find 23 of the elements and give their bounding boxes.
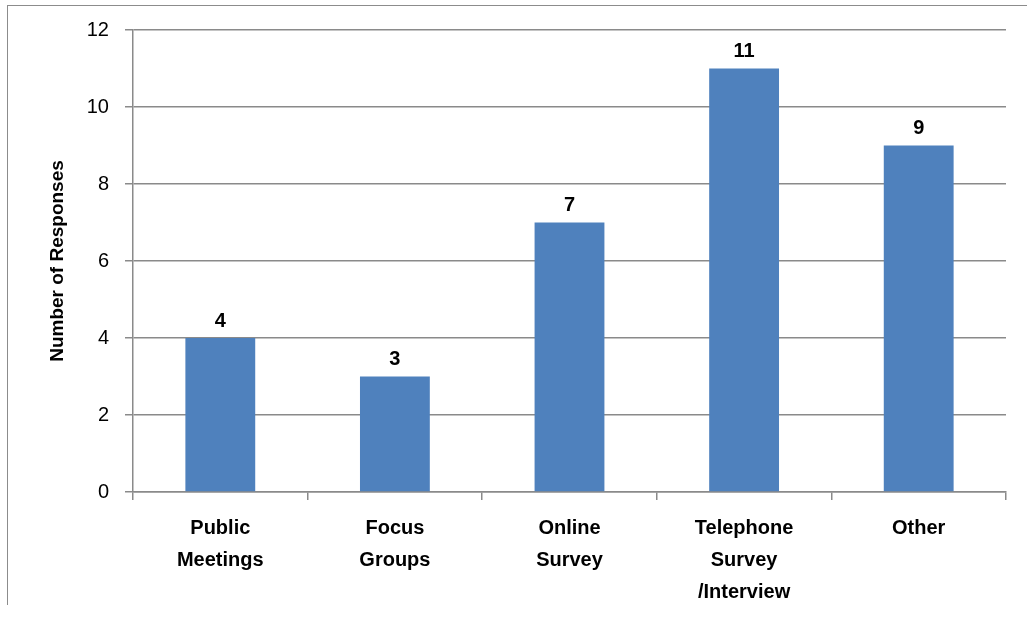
y-tick-label: 4 [97,325,109,348]
data-label: 3 [389,347,401,370]
x-tick-label: Online Survey [536,515,604,570]
data-label: 9 [913,116,925,139]
y-tick-label: 10 [86,94,109,117]
x-tick-label: Other [892,515,946,538]
y-tick-label: 6 [97,248,109,271]
data-label: 7 [563,193,576,216]
x-tick-label: Telephone Survey /Interview [694,515,794,602]
x-tick-label: Focus Groups [359,515,431,570]
bar [534,222,605,492]
y-tick-label: 2 [97,402,109,425]
bar [709,68,780,492]
y-tick-label: 8 [97,171,109,194]
x-tick-label: Public Meetings [176,515,264,570]
bar [883,145,954,492]
y-axis-title: Number of Responses [45,160,67,362]
bar [185,338,256,492]
y-tick-label: 12 [86,17,109,40]
data-label: 11 [733,39,755,62]
data-label: 4 [214,308,227,331]
y-tick-label: 0 [97,479,109,502]
bar [359,376,430,492]
